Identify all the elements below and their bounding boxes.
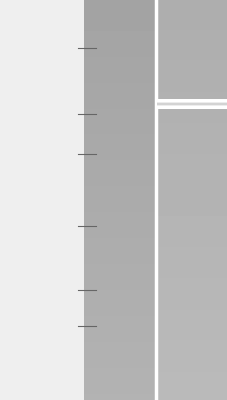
Text: 158—: 158— (36, 42, 73, 54)
Text: 35—: 35— (44, 284, 73, 296)
Text: 23—: 23— (44, 320, 73, 332)
Text: 106—: 106— (37, 108, 73, 120)
Text: 79—: 79— (44, 148, 73, 160)
Text: 48—: 48— (44, 220, 73, 232)
Bar (0, 0, 84, 400)
